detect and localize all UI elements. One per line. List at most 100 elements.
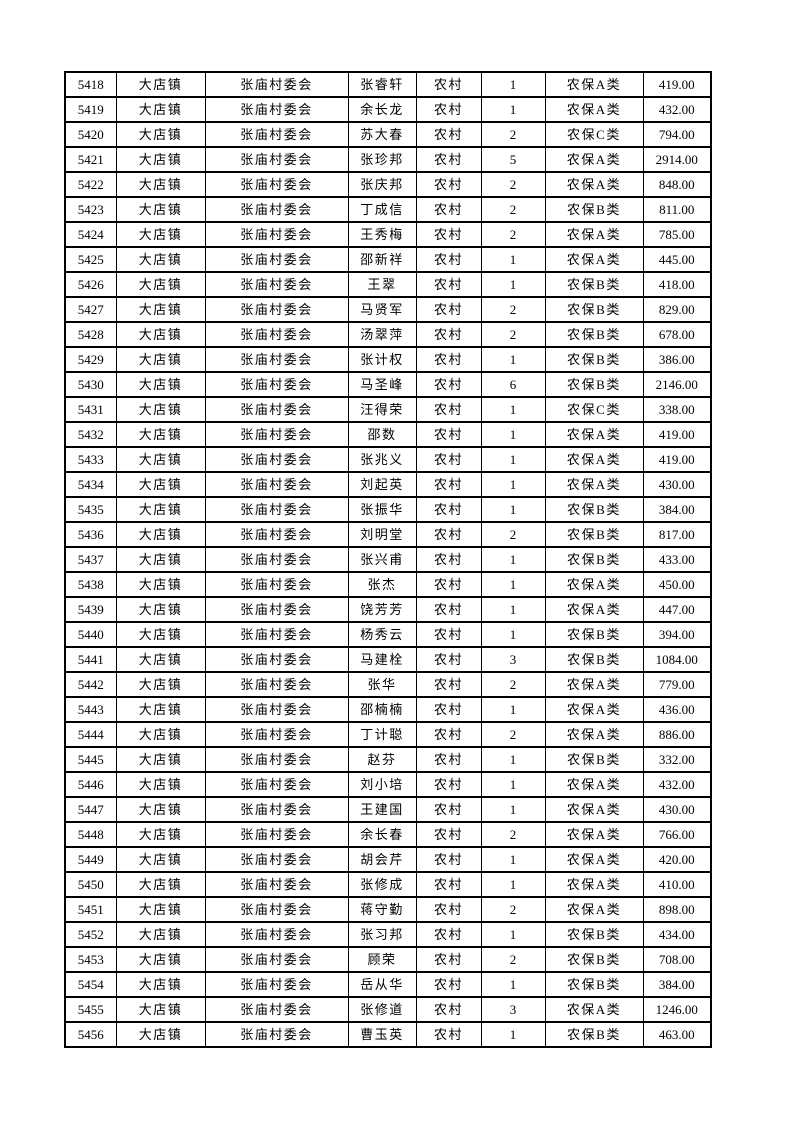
cell-person-name: 王建国 [347,796,417,823]
cell-village-committee: 张庙村委会 [204,346,349,373]
cell-amount: 886.00 [642,721,712,748]
cell-person-count: 3 [480,646,546,673]
cell-insurance-type: 农保A类 [544,846,644,873]
cell-serial-number: 5430 [64,371,117,398]
cell-serial-number: 5439 [64,596,117,623]
cell-serial-number: 5438 [64,571,117,598]
cell-insurance-type: 农保A类 [544,996,644,1023]
cell-person-count: 1 [480,921,546,948]
cell-insurance-type: 农保C类 [544,121,644,148]
cell-person-count: 2 [480,521,546,548]
cell-insurance-type: 农保A类 [544,596,644,623]
cell-village-committee: 张庙村委会 [204,696,349,723]
cell-amount: 332.00 [642,746,712,773]
cell-person-count: 2 [480,296,546,323]
cell-insurance-type: 农保A类 [544,821,644,848]
table-row: 5448 大店镇 张庙村委会 余长春 农村 2 农保A类 766.00 [64,821,712,848]
cell-amount: 394.00 [642,621,712,648]
cell-insurance-type: 农保B类 [544,1021,644,1048]
cell-amount: 811.00 [642,196,712,223]
table-row: 5423 大店镇 张庙村委会 丁成信 农村 2 农保B类 811.00 [64,196,712,223]
cell-insurance-type: 农保A类 [544,71,644,98]
cell-amount: 2914.00 [642,146,712,173]
cell-residence-category: 农村 [415,246,482,273]
cell-town: 大店镇 [115,596,206,623]
cell-person-count: 3 [480,996,546,1023]
cell-town: 大店镇 [115,321,206,348]
cell-person-name: 马建栓 [347,646,417,673]
cell-town: 大店镇 [115,296,206,323]
cell-residence-category: 农村 [415,621,482,648]
table-row: 5455 大店镇 张庙村委会 张修道 农村 3 农保A类 1246.00 [64,996,712,1023]
cell-town: 大店镇 [115,446,206,473]
cell-person-count: 1 [480,471,546,498]
cell-village-committee: 张庙村委会 [204,396,349,423]
cell-insurance-type: 农保A类 [544,421,644,448]
cell-person-count: 1 [480,346,546,373]
cell-person-count: 2 [480,321,546,348]
cell-amount: 432.00 [642,96,712,123]
cell-amount: 430.00 [642,471,712,498]
cell-residence-category: 农村 [415,496,482,523]
cell-town: 大店镇 [115,871,206,898]
cell-person-count: 1 [480,1021,546,1048]
cell-town: 大店镇 [115,546,206,573]
cell-village-committee: 张庙村委会 [204,146,349,173]
cell-serial-number: 5431 [64,396,117,423]
cell-amount: 785.00 [642,221,712,248]
cell-town: 大店镇 [115,846,206,873]
cell-person-count: 2 [480,121,546,148]
cell-serial-number: 5423 [64,196,117,223]
cell-town: 大店镇 [115,971,206,998]
cell-residence-category: 农村 [415,671,482,698]
cell-serial-number: 5448 [64,821,117,848]
table-row: 5438 大店镇 张庙村委会 张杰 农村 1 农保A类 450.00 [64,571,712,598]
cell-village-committee: 张庙村委会 [204,646,349,673]
cell-person-count: 2 [480,221,546,248]
table-row: 5450 大店镇 张庙村委会 张修成 农村 1 农保A类 410.00 [64,871,712,898]
cell-town: 大店镇 [115,396,206,423]
cell-serial-number: 5418 [64,71,117,98]
cell-village-committee: 张庙村委会 [204,546,349,573]
cell-amount: 419.00 [642,71,712,98]
cell-town: 大店镇 [115,721,206,748]
cell-person-name: 苏大春 [347,121,417,148]
table-row: 5452 大店镇 张庙村委会 张习邦 农村 1 农保B类 434.00 [64,921,712,948]
cell-residence-category: 农村 [415,71,482,98]
cell-person-name: 汪得荣 [347,396,417,423]
cell-person-name: 张修成 [347,871,417,898]
cell-village-committee: 张庙村委会 [204,96,349,123]
table-row: 5418 大店镇 张庙村委会 张睿轩 农村 1 农保A类 419.00 [64,71,712,98]
cell-person-count: 1 [480,696,546,723]
cell-insurance-type: 农保A类 [544,221,644,248]
table-row: 5428 大店镇 张庙村委会 汤翠萍 农村 2 农保B类 678.00 [64,321,712,348]
cell-insurance-type: 农保A类 [544,671,644,698]
cell-amount: 430.00 [642,796,712,823]
cell-person-name: 张计权 [347,346,417,373]
cell-serial-number: 5445 [64,746,117,773]
table-row: 5430 大店镇 张庙村委会 马圣峰 农村 6 农保B类 2146.00 [64,371,712,398]
cell-town: 大店镇 [115,646,206,673]
cell-residence-category: 农村 [415,596,482,623]
cell-person-count: 1 [480,971,546,998]
cell-town: 大店镇 [115,371,206,398]
cell-person-name: 刘起英 [347,471,417,498]
cell-town: 大店镇 [115,96,206,123]
cell-amount: 436.00 [642,696,712,723]
cell-amount: 463.00 [642,1021,712,1048]
table-row: 5422 大店镇 张庙村委会 张庆邦 农村 2 农保A类 848.00 [64,171,712,198]
cell-amount: 779.00 [642,671,712,698]
cell-village-committee: 张庙村委会 [204,371,349,398]
cell-residence-category: 农村 [415,721,482,748]
cell-village-committee: 张庙村委会 [204,971,349,998]
cell-residence-category: 农村 [415,121,482,148]
cell-town: 大店镇 [115,696,206,723]
cell-serial-number: 5443 [64,696,117,723]
cell-residence-category: 农村 [415,921,482,948]
cell-person-count: 1 [480,496,546,523]
cell-person-name: 张杰 [347,571,417,598]
cell-person-name: 马圣峰 [347,371,417,398]
cell-amount: 829.00 [642,296,712,323]
cell-person-count: 1 [480,596,546,623]
cell-amount: 898.00 [642,896,712,923]
